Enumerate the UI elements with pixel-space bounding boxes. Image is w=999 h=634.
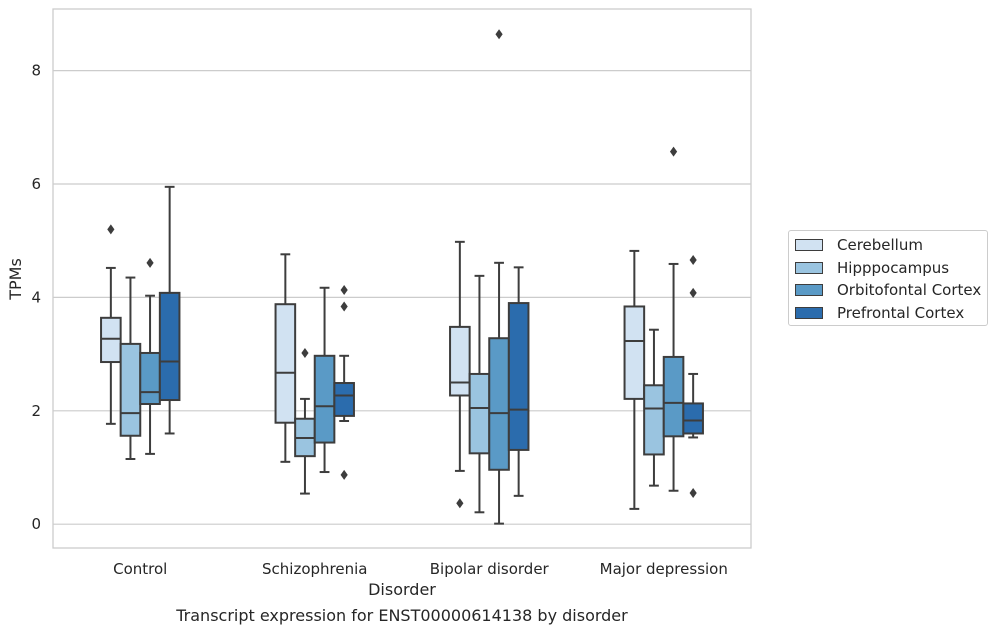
legend-swatch-cerebellum: [795, 239, 823, 251]
legend-item-hippocampus: Hipppocampus: [795, 259, 949, 277]
legend-label-orbitofrontal: Orbitofontal Cortex: [837, 281, 982, 299]
box-iqr: [313, 354, 336, 444]
box-iqr: [158, 291, 181, 402]
box-iqr: [488, 337, 510, 471]
x-axis-ticks: Control Schizophrenia Bipolar disorder Majo…: [113, 560, 728, 578]
x-tick-label: Bipolar disorder: [430, 560, 550, 578]
chart-caption: Transcript expression for ENST0000061413…: [176, 606, 628, 625]
legend-item-orbitofrontal: Orbitofontal Cortex: [795, 281, 981, 299]
x-tick-label: Major depression: [600, 560, 728, 578]
outlier-point: [689, 254, 697, 265]
box-iqr: [507, 302, 530, 451]
box-iqr: [468, 372, 491, 455]
outlier-point: [689, 287, 697, 298]
box-iqr: [274, 303, 297, 424]
x-tick-label: Schizophrenia: [262, 560, 367, 578]
box-1-1: [294, 347, 316, 495]
legend: Cerebellum Hipppocampus Orbitofontal Cor…: [788, 230, 988, 326]
box-0-0: [100, 224, 122, 425]
box-2-3: [507, 266, 530, 497]
box-iqr: [139, 351, 161, 405]
y-tick-label: 0: [31, 515, 41, 533]
box-3-0: [623, 249, 646, 510]
outlier-point: [689, 488, 697, 499]
outlier-point: [107, 224, 115, 235]
outlier-point: [301, 347, 309, 358]
box-0-1: [119, 276, 142, 460]
outlier-point: [340, 469, 348, 480]
outlier-point: [146, 257, 154, 268]
outlier-point: [340, 285, 348, 296]
legend-swatch-orbitofrontal: [795, 284, 823, 296]
box-2-0: [449, 240, 471, 509]
legend-label-prefrontal: Prefrontal Cortex: [837, 304, 965, 322]
x-axis-label: Disorder: [368, 580, 436, 599]
legend-label-hippocampus: Hipppocampus: [837, 259, 950, 277]
box-iqr: [623, 305, 646, 400]
outlier-point: [456, 498, 464, 509]
box-iqr: [449, 325, 471, 397]
x-tick-label: Control: [113, 560, 167, 578]
box-iqr: [100, 316, 122, 364]
y-tick-label: 8: [31, 62, 41, 80]
outlier-point: [495, 29, 503, 40]
y-axis-ticks: 0 2 4 6 8: [31, 62, 41, 534]
outlier-point: [669, 146, 678, 157]
legend-item-cerebellum: Cerebellum: [795, 236, 923, 254]
box-2-1: [468, 274, 491, 514]
plot-area: [52, 8, 752, 549]
legend-swatch-prefrontal: [795, 307, 823, 319]
y-axis-label: TPMs: [6, 258, 25, 301]
y-tick-label: 2: [31, 402, 41, 420]
box-3-1: [643, 328, 665, 487]
box-series-group: [100, 29, 704, 525]
y-tick-label: 6: [31, 175, 41, 193]
legend-item-prefrontal: Prefrontal Cortex: [795, 304, 964, 322]
box-iqr: [662, 355, 685, 438]
box-iqr: [682, 402, 704, 435]
box-iqr: [333, 382, 355, 417]
legend-label-cerebellum: Cerebellum: [837, 236, 923, 254]
box-1-0: [274, 253, 297, 463]
box-3-3: [682, 254, 704, 499]
box-0-3: [158, 185, 181, 435]
box-iqr: [119, 342, 142, 437]
outlier-point: [340, 301, 348, 312]
box-3-2: [662, 146, 685, 492]
box-1-3: [333, 285, 355, 480]
legend-swatch-hippocampus: [795, 262, 823, 274]
box-iqr: [643, 384, 665, 456]
y-tick-label: 4: [31, 288, 41, 306]
